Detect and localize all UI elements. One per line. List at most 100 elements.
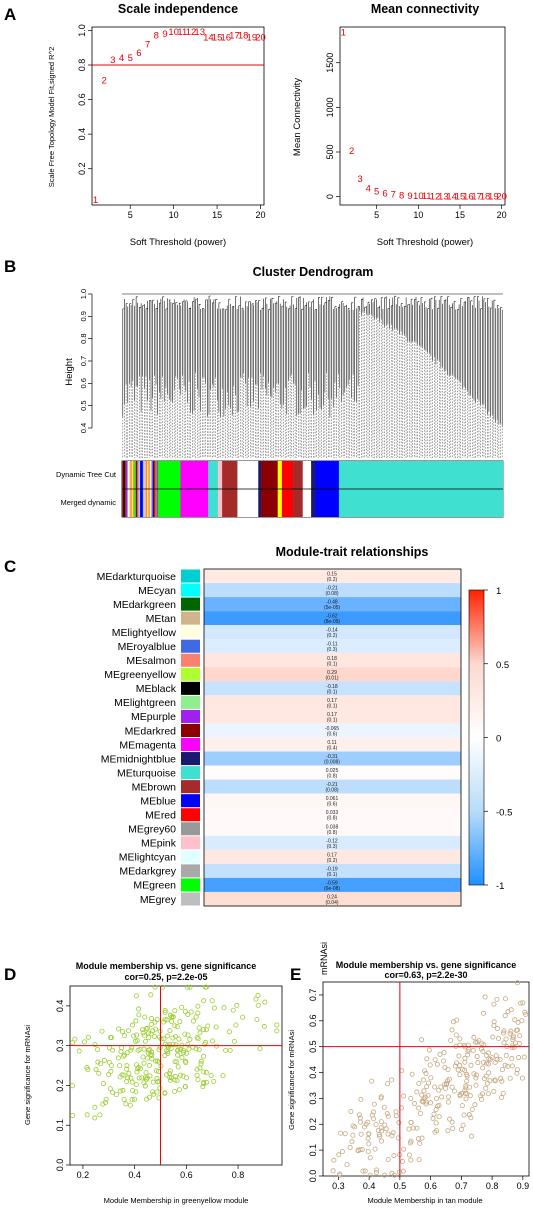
gene-point [482,994,488,1000]
dendrogram-ytick-label: 0.5 [79,400,88,410]
module-color-swatch [181,738,200,752]
gene-point [422,1068,428,1074]
gene-point [92,1042,98,1048]
heatmap-cell-pvalue: (0.1) [327,689,338,695]
gene-point [490,1034,496,1040]
mm_gs_tan-xtick-label: 0.3 [332,1181,345,1191]
gene-point [396,1120,402,1126]
mean-connectivity-ytick-label: 500 [325,144,335,159]
heatmap-cell [204,653,461,668]
merged-color-stripe [155,489,157,517]
gene-point [128,1047,134,1053]
gene-point [129,1088,135,1094]
gene-point [466,1046,472,1052]
panel-c: C Module-trait relationships MEdarkturqu… [4,545,512,907]
gene-point [193,1014,199,1020]
heatmap-cell-correlation: -0.11 [326,642,337,648]
gene-point [483,1052,489,1058]
scale-independence-ytick-label: 0.6 [77,93,87,106]
gene-point [213,1024,219,1030]
heatmap-cell-correlation: -0.12 [326,838,338,844]
merged-color-block [372,489,504,517]
mm_gs_greenyellow-ytick-label: 0.2 [55,1079,65,1092]
module-row-label: MEdarkgreen [113,599,176,611]
gene-point [432,1084,438,1090]
dynamic-color-block [372,461,504,489]
dynamic-color-block [311,461,316,489]
gene-point [501,1040,507,1046]
gene-point [489,1055,495,1061]
gene-point [162,1016,168,1022]
connectivity-point-label: 2 [349,146,354,157]
gene-point [129,1079,135,1085]
heatmap-cell [204,849,461,864]
dynamic-color-block [158,461,181,489]
gene-point [454,1060,460,1066]
module-color-swatch [181,709,200,723]
dynamic-color-stripe [151,461,153,489]
module-row-label: MEbrown [132,781,177,793]
merged-color-block [293,489,303,517]
heatmap-cell [204,835,461,850]
dynamic-color-stripe [134,461,137,489]
gene-point [174,1059,180,1065]
module-color-swatch [181,597,200,611]
heatmap-cell-correlation: -0.14 [326,628,338,634]
gene-point [356,1112,362,1118]
panel-a: A Scale independence Mean connectivity 5… [4,2,507,248]
gene-point [97,1112,103,1118]
mean-connectivity-ytick-label: 1000 [325,97,335,117]
dendrogram-ylabel: Height [64,358,75,386]
gene-point [350,1132,356,1138]
gene-point [133,1018,139,1024]
dynamic-color-stripe [156,461,159,489]
gene-point [458,1127,464,1133]
mm-gs-tan-ylabel: Gene significance for mRNAsi [287,1030,296,1130]
gene-point [498,1095,504,1101]
gene-point [98,1061,104,1067]
dynamic-color-stripe [122,461,124,489]
gene-point [194,1066,200,1072]
dynamic-color-stripe [140,461,142,489]
mm_gs_greenyellow-ytick-label: 0.0 [55,1159,65,1172]
gene-point [254,1016,260,1022]
gene-point [201,1069,207,1075]
gene-point [514,1067,520,1073]
gene-point [165,1033,171,1039]
color-scale-tick-label: 0.5 [496,660,509,671]
gene-point [145,1030,151,1036]
module-row-label: MEdarkred [125,725,177,737]
scale-independence-ytick-label: 0.8 [77,59,87,72]
gene-point [181,1050,187,1056]
merged-color-block [158,489,181,517]
merged-color-stripe [156,489,159,517]
gene-point [172,1059,178,1065]
gene-point [491,1088,497,1094]
gene-point [153,1068,159,1074]
merged-color-stripe [127,489,130,517]
gene-point [426,1047,432,1053]
panel-letter-e: E [290,965,301,984]
merged-color-stripe [138,489,141,517]
gene-point [347,1145,353,1151]
dynamic-color-stripe [127,461,130,489]
merged-color-block [281,489,294,517]
module-row-label: MEtan [146,613,177,625]
module-row-label: MElightgreen [114,697,176,709]
gene-point [124,1063,130,1069]
gene-point [139,1075,145,1081]
panel-b: B Cluster Dendrogram 0.4 0.5 0.6 0.7 0.8 0.9 1… [4,257,504,518]
gene-point [231,1038,237,1044]
gene-point [381,1104,387,1110]
module-color-swatch [181,625,200,639]
scale-independence-title: Scale independence [118,2,238,16]
gene-point [520,1000,526,1006]
gene-point [121,1096,127,1102]
gene-point [454,1017,460,1023]
heatmap-cell-pvalue: (0.6) [327,731,338,737]
connectivity-point-label: 18 [480,192,491,203]
dynamic-color-stripe [144,461,146,489]
gene-point [176,1036,182,1042]
gene-point [198,1058,204,1064]
gene-point [505,1063,511,1069]
